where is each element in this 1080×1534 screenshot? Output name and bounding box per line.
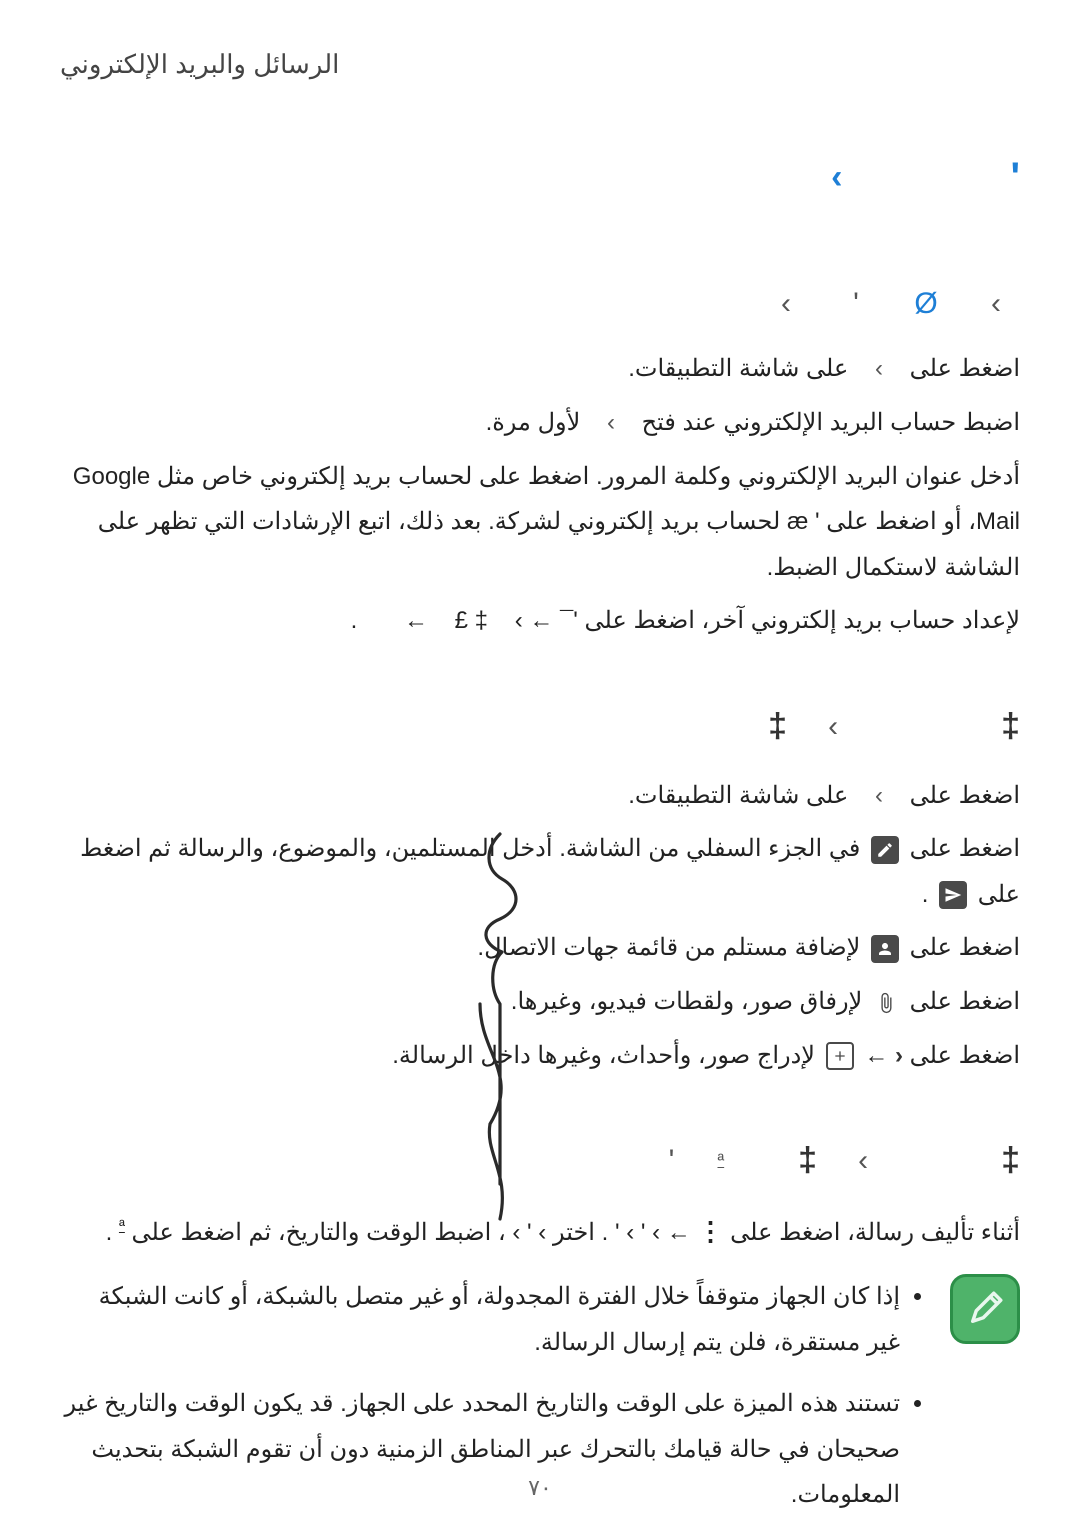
sched-mark-left: ‡ (798, 1128, 817, 1193)
setup-l4-dot: . (351, 607, 358, 634)
sched-a-sup: ª (717, 1143, 724, 1177)
c-l5-post: لإدراج صور، وأحداث، وغيرها داخل الرسالة. (392, 1042, 815, 1069)
c-l2-dot: . (922, 881, 929, 908)
schedule-line-1: أثناء تأليف رسالة، اضغط على ⋮ ← › ' › ' … (60, 1207, 1020, 1256)
schedule-subhead: ‡ › ‡ ª ' (60, 1128, 1020, 1193)
setup-l2-sep: › (587, 400, 635, 446)
c-l4-pre: اضغط على (910, 988, 1020, 1015)
setup-l1-sep: › (855, 346, 903, 392)
setup-l3-text: أدخل عنوان البريد الإلكتروني وكلمة المرو… (73, 463, 1020, 581)
setup-l4-sym: ‡ £ (455, 607, 488, 634)
page-header: الرسائل والبريد الإلكتروني (60, 40, 1020, 89)
setup-l2-post: لأول مرة. (486, 409, 581, 436)
compose-line-1: اضغط على › على شاشة التطبيقات. (60, 773, 1020, 819)
sched-sep: › (839, 1132, 887, 1189)
c-l2-pre: اضغط على (910, 835, 1020, 862)
send-icon (939, 881, 967, 909)
compose-mark-right: ‡ (1001, 694, 1020, 759)
setup-sym2: ' (832, 275, 880, 332)
setup-l4-mid: ← (404, 607, 428, 634)
c-l5-mid: ← (864, 1042, 888, 1069)
section-title-row: ' › (60, 139, 1020, 215)
title-marker-icon: ' (1010, 139, 1020, 215)
c-l1-pre: اضغط على (910, 782, 1020, 809)
setup-sym1: › (972, 275, 1020, 332)
setup-l4-pre: لإعداد حساب بريد إلكتروني آخر، اضغط على … (515, 607, 1020, 634)
compose-line-5: اضغط على ‹ ← لإدراج صور، وأحداث، وغيرها … (60, 1033, 1020, 1079)
insert-icon (826, 1042, 854, 1070)
s-l1-text-a: أثناء تأليف رسالة، اضغط على (730, 1219, 1020, 1246)
compose-mark-left: ‡ (768, 694, 787, 759)
s-l1-text-b: ← › ' › ' . اختر › ' › ، اضبط الوقت والت… (125, 1219, 691, 1246)
note-icon (950, 1274, 1020, 1344)
c-l3-pre: اضغط على (910, 934, 1020, 961)
setup-line-4: لإعداد حساب بريد إلكتروني آخر، اضغط على … (60, 598, 1020, 644)
setup-l1-post: على شاشة التطبيقات. (628, 355, 848, 382)
compose-line-4: اضغط على لإرفاق صور، ولقطات فيديو، وغيره… (60, 979, 1020, 1025)
setup-line-2: اضبط حساب البريد الإلكتروني عند فتح › لأ… (60, 400, 1020, 446)
c-l5-pre: اضغط على (910, 1042, 1020, 1069)
compose-subhead: ‡ › ‡ (60, 694, 1020, 759)
sched-mark-right: ‡ (1001, 1128, 1020, 1193)
compose-sep: › (809, 698, 857, 755)
c-l4-post: لإرفاق صور، ولقطات فيديو، وغيرها. (511, 988, 863, 1015)
title-chevron-icon: › (831, 145, 842, 210)
page-number: ٧٠ (528, 1467, 552, 1509)
c-l5-arrow: ‹ (895, 1042, 903, 1069)
more-icon: ⋮ (697, 1216, 723, 1246)
s-l1-text-c: . (106, 1219, 113, 1246)
setup-circle-icon: Ø (902, 275, 950, 332)
note-list: إذا كان الجهاز متوقفاً خلال الفترة المجد… (60, 1274, 926, 1534)
compose-line-3: اضغط على لإضافة مستلم من قائمة جهات الات… (60, 925, 1020, 971)
c-l1-post: على شاشة التطبيقات. (628, 782, 848, 809)
setup-line-3: أدخل عنوان البريد الإلكتروني وكلمة المرو… (60, 454, 1020, 591)
header-title: الرسائل والبريد الإلكتروني (60, 49, 339, 79)
note-item-2: تستند هذه الميزة على الوقت والتاريخ المح… (60, 1381, 900, 1518)
setup-subhead: › Ø ' › (60, 275, 1020, 332)
page: الرسائل والبريد الإلكتروني ' › › Ø ' › ا… (0, 0, 1080, 1527)
compose-icon (871, 836, 899, 864)
attach-icon (873, 990, 899, 1016)
note-item-1: إذا كان الجهاز متوقفاً خلال الفترة المجد… (60, 1274, 900, 1365)
setup-sym3: › (762, 275, 810, 332)
c-l3-post: لإضافة مستلم من قائمة جهات الاتصال. (477, 934, 860, 961)
c-l1-sep: › (855, 773, 903, 819)
compose-line-2: اضغط على في الجزء السفلي من الشاشة. أدخل… (60, 826, 1020, 917)
contact-icon (871, 935, 899, 963)
setup-line-1: اضغط على › على شاشة التطبيقات. (60, 346, 1020, 392)
setup-l2-pre: اضبط حساب البريد الإلكتروني عند فتح (642, 409, 1020, 436)
setup-l1-pre: اضغط على (910, 355, 1020, 382)
sched-tick: ' (647, 1132, 695, 1189)
